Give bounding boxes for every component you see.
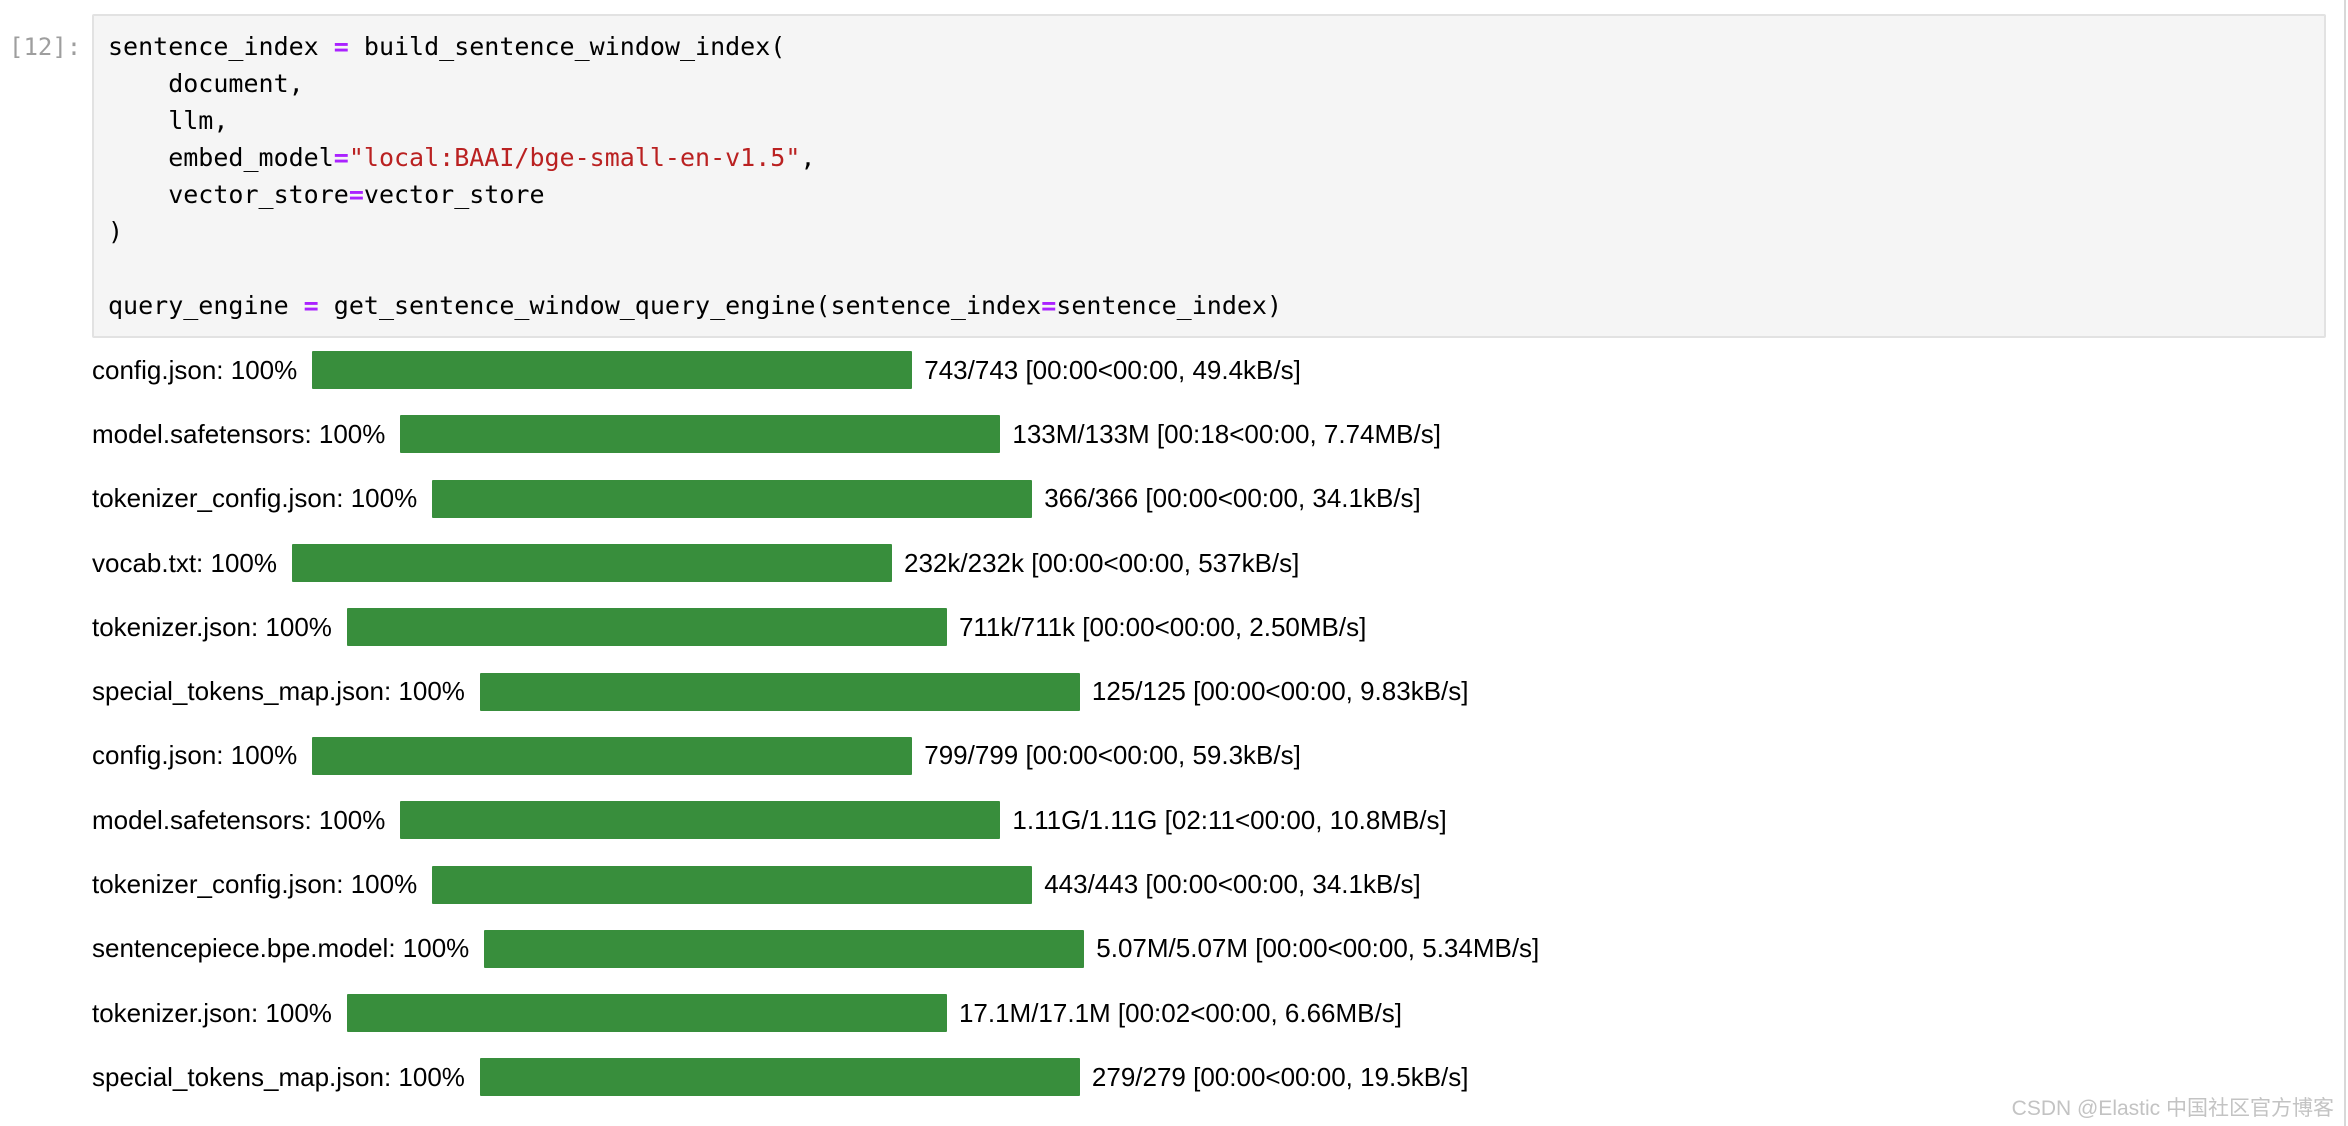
progress-bar xyxy=(479,1058,1080,1097)
progress-label: config.json: 100% xyxy=(92,354,298,385)
progress-row: config.json: 100% 799/799 [00:00<00:00, 5… xyxy=(92,724,2292,788)
progress-row: tokenizer.json: 100% 711k/711k [00:00<00:… xyxy=(92,595,2292,659)
progress-bar xyxy=(479,672,1080,711)
progress-bar xyxy=(312,736,913,775)
progress-bar xyxy=(432,479,1033,518)
progress-label: special_tokens_map.json: 100% xyxy=(92,1061,465,1092)
progress-label: model.safetensors: 100% xyxy=(92,804,386,835)
progress-label: tokenizer_config.json: 100% xyxy=(92,869,418,900)
progress-row: tokenizer.json: 100% 17.1M/17.1M [00:02<0… xyxy=(92,981,2292,1045)
progress-label: special_tokens_map.json: 100% xyxy=(92,676,465,707)
progress-row: vocab.txt: 100% 232k/232k [00:00<00:00, 5… xyxy=(92,531,2292,595)
progress-bar xyxy=(346,608,947,647)
progress-row: tokenizer_config.json: 100% 366/366 [00:0… xyxy=(92,467,2292,531)
progress-label: sentencepiece.bpe.model: 100% xyxy=(92,933,470,964)
cell-execution-count: [12]: xyxy=(9,33,82,61)
progress-stats: 366/366 [00:00<00:00, 34.1kB/s] xyxy=(1044,483,1421,514)
progress-row: model.safetensors: 100% 133M/133M [00:18<… xyxy=(92,402,2292,466)
progress-row: model.safetensors: 100% 1.11G/1.11G [02:1… xyxy=(92,788,2292,852)
code-cell[interactable]: sentence_index = build_sentence_window_i… xyxy=(92,14,2326,338)
code-line: llm, xyxy=(108,106,229,135)
progress-bar xyxy=(292,544,892,583)
code-editor[interactable]: sentence_index = build_sentence_window_i… xyxy=(94,16,2324,336)
progress-stats: 125/125 [00:00<00:00, 9.83kB/s] xyxy=(1091,676,1469,707)
progress-stats: 1.11G/1.11G [02:11<00:00, 10.8MB/s] xyxy=(1012,804,1447,835)
code-line: sentence_index = build_sentence_window_i… xyxy=(108,32,786,61)
code-line xyxy=(108,250,2310,287)
code-line: vector_store=vector_store xyxy=(108,180,545,209)
progress-label: vocab.txt: 100% xyxy=(92,547,277,578)
code-line: document, xyxy=(108,69,304,98)
pane-divider xyxy=(2344,0,2346,1126)
progress-row: tokenizer_config.json: 100% 443/443 [00:0… xyxy=(92,852,2292,916)
progress-bar xyxy=(400,415,1001,454)
code-line: ) xyxy=(108,217,124,246)
progress-stats: 443/443 [00:00<00:00, 34.1kB/s] xyxy=(1044,869,1421,900)
progress-bar xyxy=(400,801,1001,840)
code-line: embed_model="local:BAAI/bge-small-en-v1.… xyxy=(108,143,816,172)
progress-stats: 133M/133M [00:18<00:00, 7.74MB/s] xyxy=(1012,418,1441,449)
progress-bar xyxy=(346,994,947,1033)
progress-bar xyxy=(312,351,913,390)
progress-stats: 232k/232k [00:00<00:00, 537kB/s] xyxy=(904,547,1300,578)
progress-row: config.json: 100% 743/743 [00:00<00:00, 4… xyxy=(92,338,2292,402)
progress-label: model.safetensors: 100% xyxy=(92,418,386,449)
progress-stats: 5.07M/5.07M [00:00<00:00, 5.34MB/s] xyxy=(1096,933,1540,964)
progress-stats: 743/743 [00:00<00:00, 49.4kB/s] xyxy=(924,354,1301,385)
progress-bar xyxy=(432,865,1033,904)
progress-row: special_tokens_map.json: 100% 125/125 [00… xyxy=(92,659,2292,723)
code-line: query_engine = get_sentence_window_query… xyxy=(108,291,1283,320)
progress-row: special_tokens_map.json: 100% 279/279 [00… xyxy=(92,1045,2292,1109)
progress-stats: 279/279 [00:00<00:00, 19.5kB/s] xyxy=(1091,1061,1469,1092)
progress-label: tokenizer_config.json: 100% xyxy=(92,483,418,514)
progress-label: tokenizer.json: 100% xyxy=(92,997,332,1028)
cell-output-area: config.json: 100% 743/743 [00:00<00:00, 4… xyxy=(92,338,2292,1110)
progress-stats: 711k/711k [00:00<00:00, 2.50MB/s] xyxy=(958,611,1367,642)
progress-label: config.json: 100% xyxy=(92,740,298,771)
progress-row: sentencepiece.bpe.model: 100% 5.07M/5.07M… xyxy=(92,917,2292,981)
watermark-text: CSDN @Elastic 中国社区官方博客 xyxy=(2011,1097,2334,1120)
progress-stats: 17.1M/17.1M [00:02<00:00, 6.66MB/s] xyxy=(958,997,1402,1028)
progress-label: tokenizer.json: 100% xyxy=(92,611,332,642)
progress-stats: 799/799 [00:00<00:00, 59.3kB/s] xyxy=(924,740,1301,771)
progress-bar xyxy=(484,929,1085,968)
